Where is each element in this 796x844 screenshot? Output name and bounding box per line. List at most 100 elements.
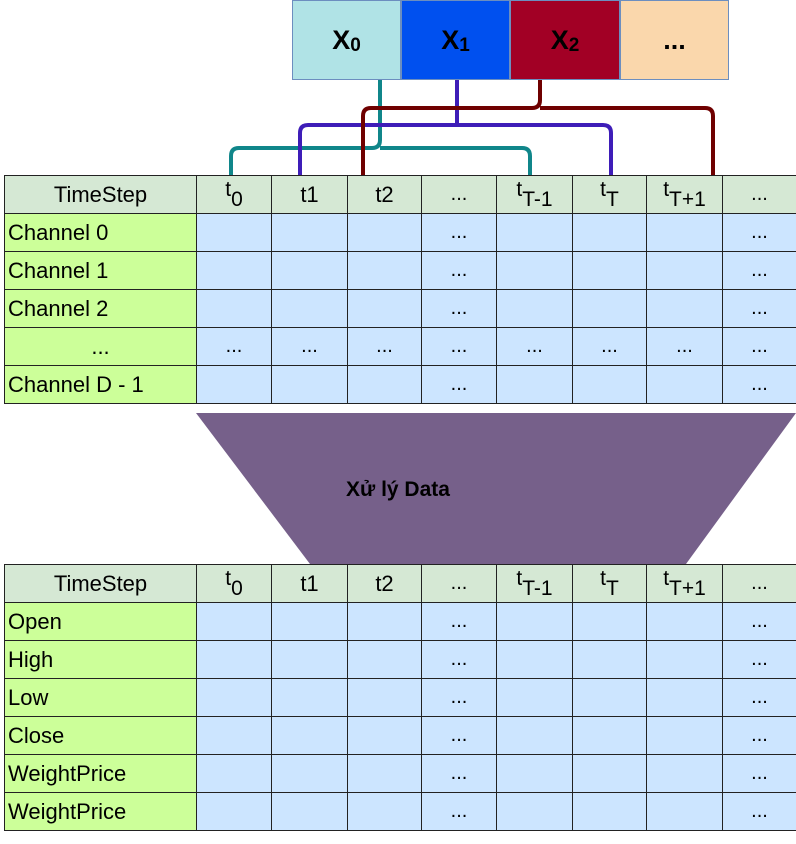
table-cell bbox=[572, 792, 647, 831]
timestep-2: t2 bbox=[347, 564, 422, 603]
table-row: WeightPrice...... bbox=[4, 754, 796, 793]
timestep-subscript: T-1 bbox=[522, 576, 553, 600]
table-cell bbox=[646, 754, 723, 793]
timestep-subscript: T-1 bbox=[522, 187, 553, 211]
table-cell bbox=[496, 716, 573, 755]
row-label: High bbox=[4, 640, 197, 679]
table-cell bbox=[271, 213, 348, 252]
row-label: Channel D - 1 bbox=[4, 365, 197, 404]
table-cell: ... bbox=[271, 327, 348, 366]
timestep-subscript: 0 bbox=[231, 576, 243, 600]
table-cell bbox=[347, 251, 422, 290]
table-row: ........................... bbox=[4, 327, 796, 366]
table-cell bbox=[572, 678, 647, 717]
table-cell: ... bbox=[421, 602, 497, 641]
table-row: High...... bbox=[4, 640, 796, 679]
input-window-label: ... bbox=[663, 24, 686, 55]
table-cell bbox=[572, 213, 647, 252]
table-cell bbox=[347, 792, 422, 831]
timestep-label: t bbox=[663, 566, 670, 590]
table-cell: ... bbox=[722, 678, 796, 717]
timestep-4: tT-1 bbox=[496, 564, 573, 603]
timestep-label: t bbox=[225, 566, 232, 590]
timestep-subscript: T bbox=[606, 576, 619, 600]
row-label: Channel 0 bbox=[4, 213, 197, 252]
input-window-label: X bbox=[441, 24, 460, 55]
table-cell bbox=[572, 754, 647, 793]
row-label: Close bbox=[4, 716, 197, 755]
timestep-6: tT+1 bbox=[646, 175, 723, 214]
timestep-label: t2 bbox=[375, 181, 394, 207]
table-cell: ... bbox=[722, 213, 796, 252]
table-cell bbox=[196, 640, 272, 679]
table-cell bbox=[646, 602, 723, 641]
table-cell bbox=[496, 602, 573, 641]
timestep-label: ... bbox=[450, 572, 468, 594]
input-window-index: 2 bbox=[568, 35, 580, 56]
table-cell bbox=[347, 640, 422, 679]
table-cell: ... bbox=[646, 327, 723, 366]
timestep-3: ... bbox=[421, 175, 497, 214]
table-cell bbox=[496, 289, 573, 328]
timestep-label: t2 bbox=[375, 570, 394, 596]
table-cell: ... bbox=[421, 213, 497, 252]
table-cell: ... bbox=[421, 754, 497, 793]
table-cell bbox=[646, 792, 723, 831]
timestep-4: tT-1 bbox=[496, 175, 573, 214]
timestep-label: t bbox=[600, 177, 606, 201]
table-cell: ... bbox=[421, 289, 497, 328]
table-cell bbox=[572, 716, 647, 755]
timestep-label: t1 bbox=[300, 181, 319, 207]
timestep-label: ... bbox=[751, 572, 768, 594]
table-cell bbox=[572, 602, 647, 641]
table-cell bbox=[646, 678, 723, 717]
input-window-label: X bbox=[550, 24, 569, 55]
table-cell: ... bbox=[421, 251, 497, 290]
table-cell bbox=[196, 251, 272, 290]
table-cell bbox=[646, 716, 723, 755]
header-row: TimeStep t0 t1 t2... tT-1 tT tT+1... bbox=[4, 175, 796, 214]
table-cell: ... bbox=[572, 327, 647, 366]
table-cell: ... bbox=[421, 678, 497, 717]
table-cell bbox=[496, 754, 573, 793]
table-cell bbox=[347, 602, 422, 641]
timestep-subscript: 0 bbox=[231, 187, 243, 211]
ohlc-table: TimeStep t0 t1 t2... tT-1 tT tT+1... Open......… bbox=[4, 564, 796, 831]
table-cell bbox=[271, 716, 348, 755]
table-cell: ... bbox=[722, 289, 796, 328]
table-cell bbox=[271, 640, 348, 679]
timestep-label: t bbox=[663, 177, 670, 201]
timestep-header: TimeStep bbox=[4, 564, 197, 603]
table-cell bbox=[347, 716, 422, 755]
table-cell bbox=[347, 678, 422, 717]
table-cell bbox=[646, 289, 723, 328]
timestep-7: ... bbox=[722, 564, 796, 603]
table-cell bbox=[347, 754, 422, 793]
table-cell bbox=[196, 213, 272, 252]
timestep-header: TimeStep bbox=[4, 175, 197, 214]
table-row: Channel 1...... bbox=[4, 251, 796, 290]
funnel-shape bbox=[196, 413, 796, 564]
timestep-6: tT+1 bbox=[646, 564, 723, 603]
table-row: Close...... bbox=[4, 716, 796, 755]
table-cell: ... bbox=[421, 365, 497, 404]
table-cell bbox=[646, 251, 723, 290]
table-cell: ... bbox=[722, 602, 796, 641]
table-cell: ... bbox=[421, 327, 497, 366]
timestep-label: ... bbox=[450, 183, 468, 205]
table-cell: ... bbox=[722, 327, 796, 366]
table-cell bbox=[271, 365, 348, 404]
table-cell bbox=[496, 678, 573, 717]
table-cell bbox=[196, 602, 272, 641]
table-cell bbox=[347, 289, 422, 328]
table-cell bbox=[646, 365, 723, 404]
table-cell: ... bbox=[421, 640, 497, 679]
timestep-label: t bbox=[516, 177, 523, 201]
table-cell bbox=[496, 640, 573, 679]
input-window-index: 1 bbox=[459, 35, 470, 56]
input-window-label: X bbox=[332, 24, 351, 55]
table-row: Low...... bbox=[4, 678, 796, 717]
table-cell: ... bbox=[421, 716, 497, 755]
